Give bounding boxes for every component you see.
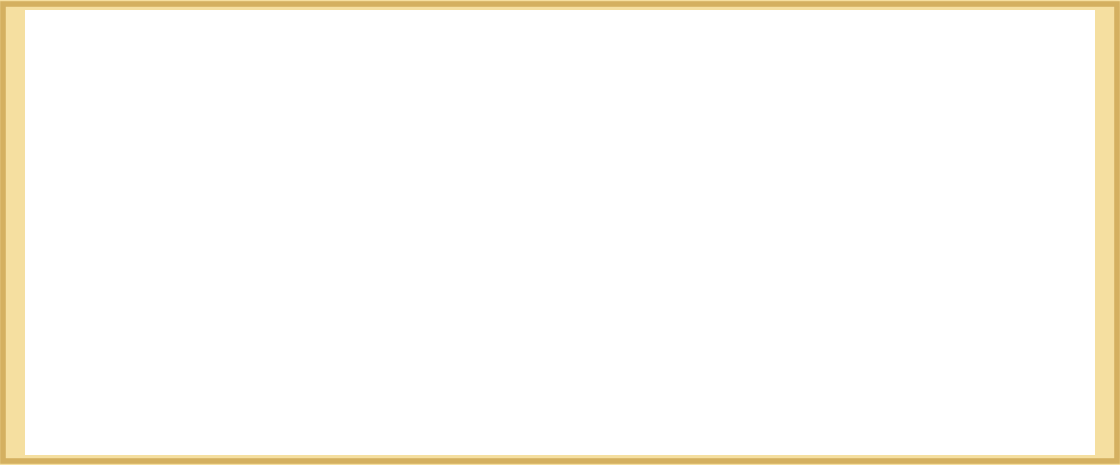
X-axis label: Flower stage: Flower stage <box>808 432 906 447</box>
Bar <box>881 218 942 400</box>
Bar <box>772 278 832 400</box>
Text: 2.06: 2.06 <box>679 296 707 309</box>
Text: 3.07: 3.07 <box>251 255 279 268</box>
Bar <box>234 277 295 400</box>
Text: 4.54: 4.54 <box>360 197 388 210</box>
Text: 3.04: 3.04 <box>788 256 816 269</box>
Text: 2.07: 2.07 <box>141 296 169 309</box>
Text: A: A <box>32 33 48 53</box>
Bar <box>663 317 722 400</box>
Text: 4.54: 4.54 <box>897 197 925 210</box>
Bar <box>125 317 185 400</box>
Bar <box>454 140 513 400</box>
Bar <box>344 218 404 400</box>
Text: 6.51: 6.51 <box>1007 116 1035 129</box>
X-axis label: Flower stage: Flower stage <box>270 432 368 447</box>
Y-axis label: cap/calyx  length  ratio: cap/calyx length ratio <box>54 143 68 303</box>
Text: B: B <box>570 33 586 53</box>
Y-axis label: cap/calyx  length  ratio: cap/calyx length ratio <box>591 143 606 303</box>
Bar <box>991 139 1051 400</box>
Text: 6.49: 6.49 <box>469 117 497 130</box>
